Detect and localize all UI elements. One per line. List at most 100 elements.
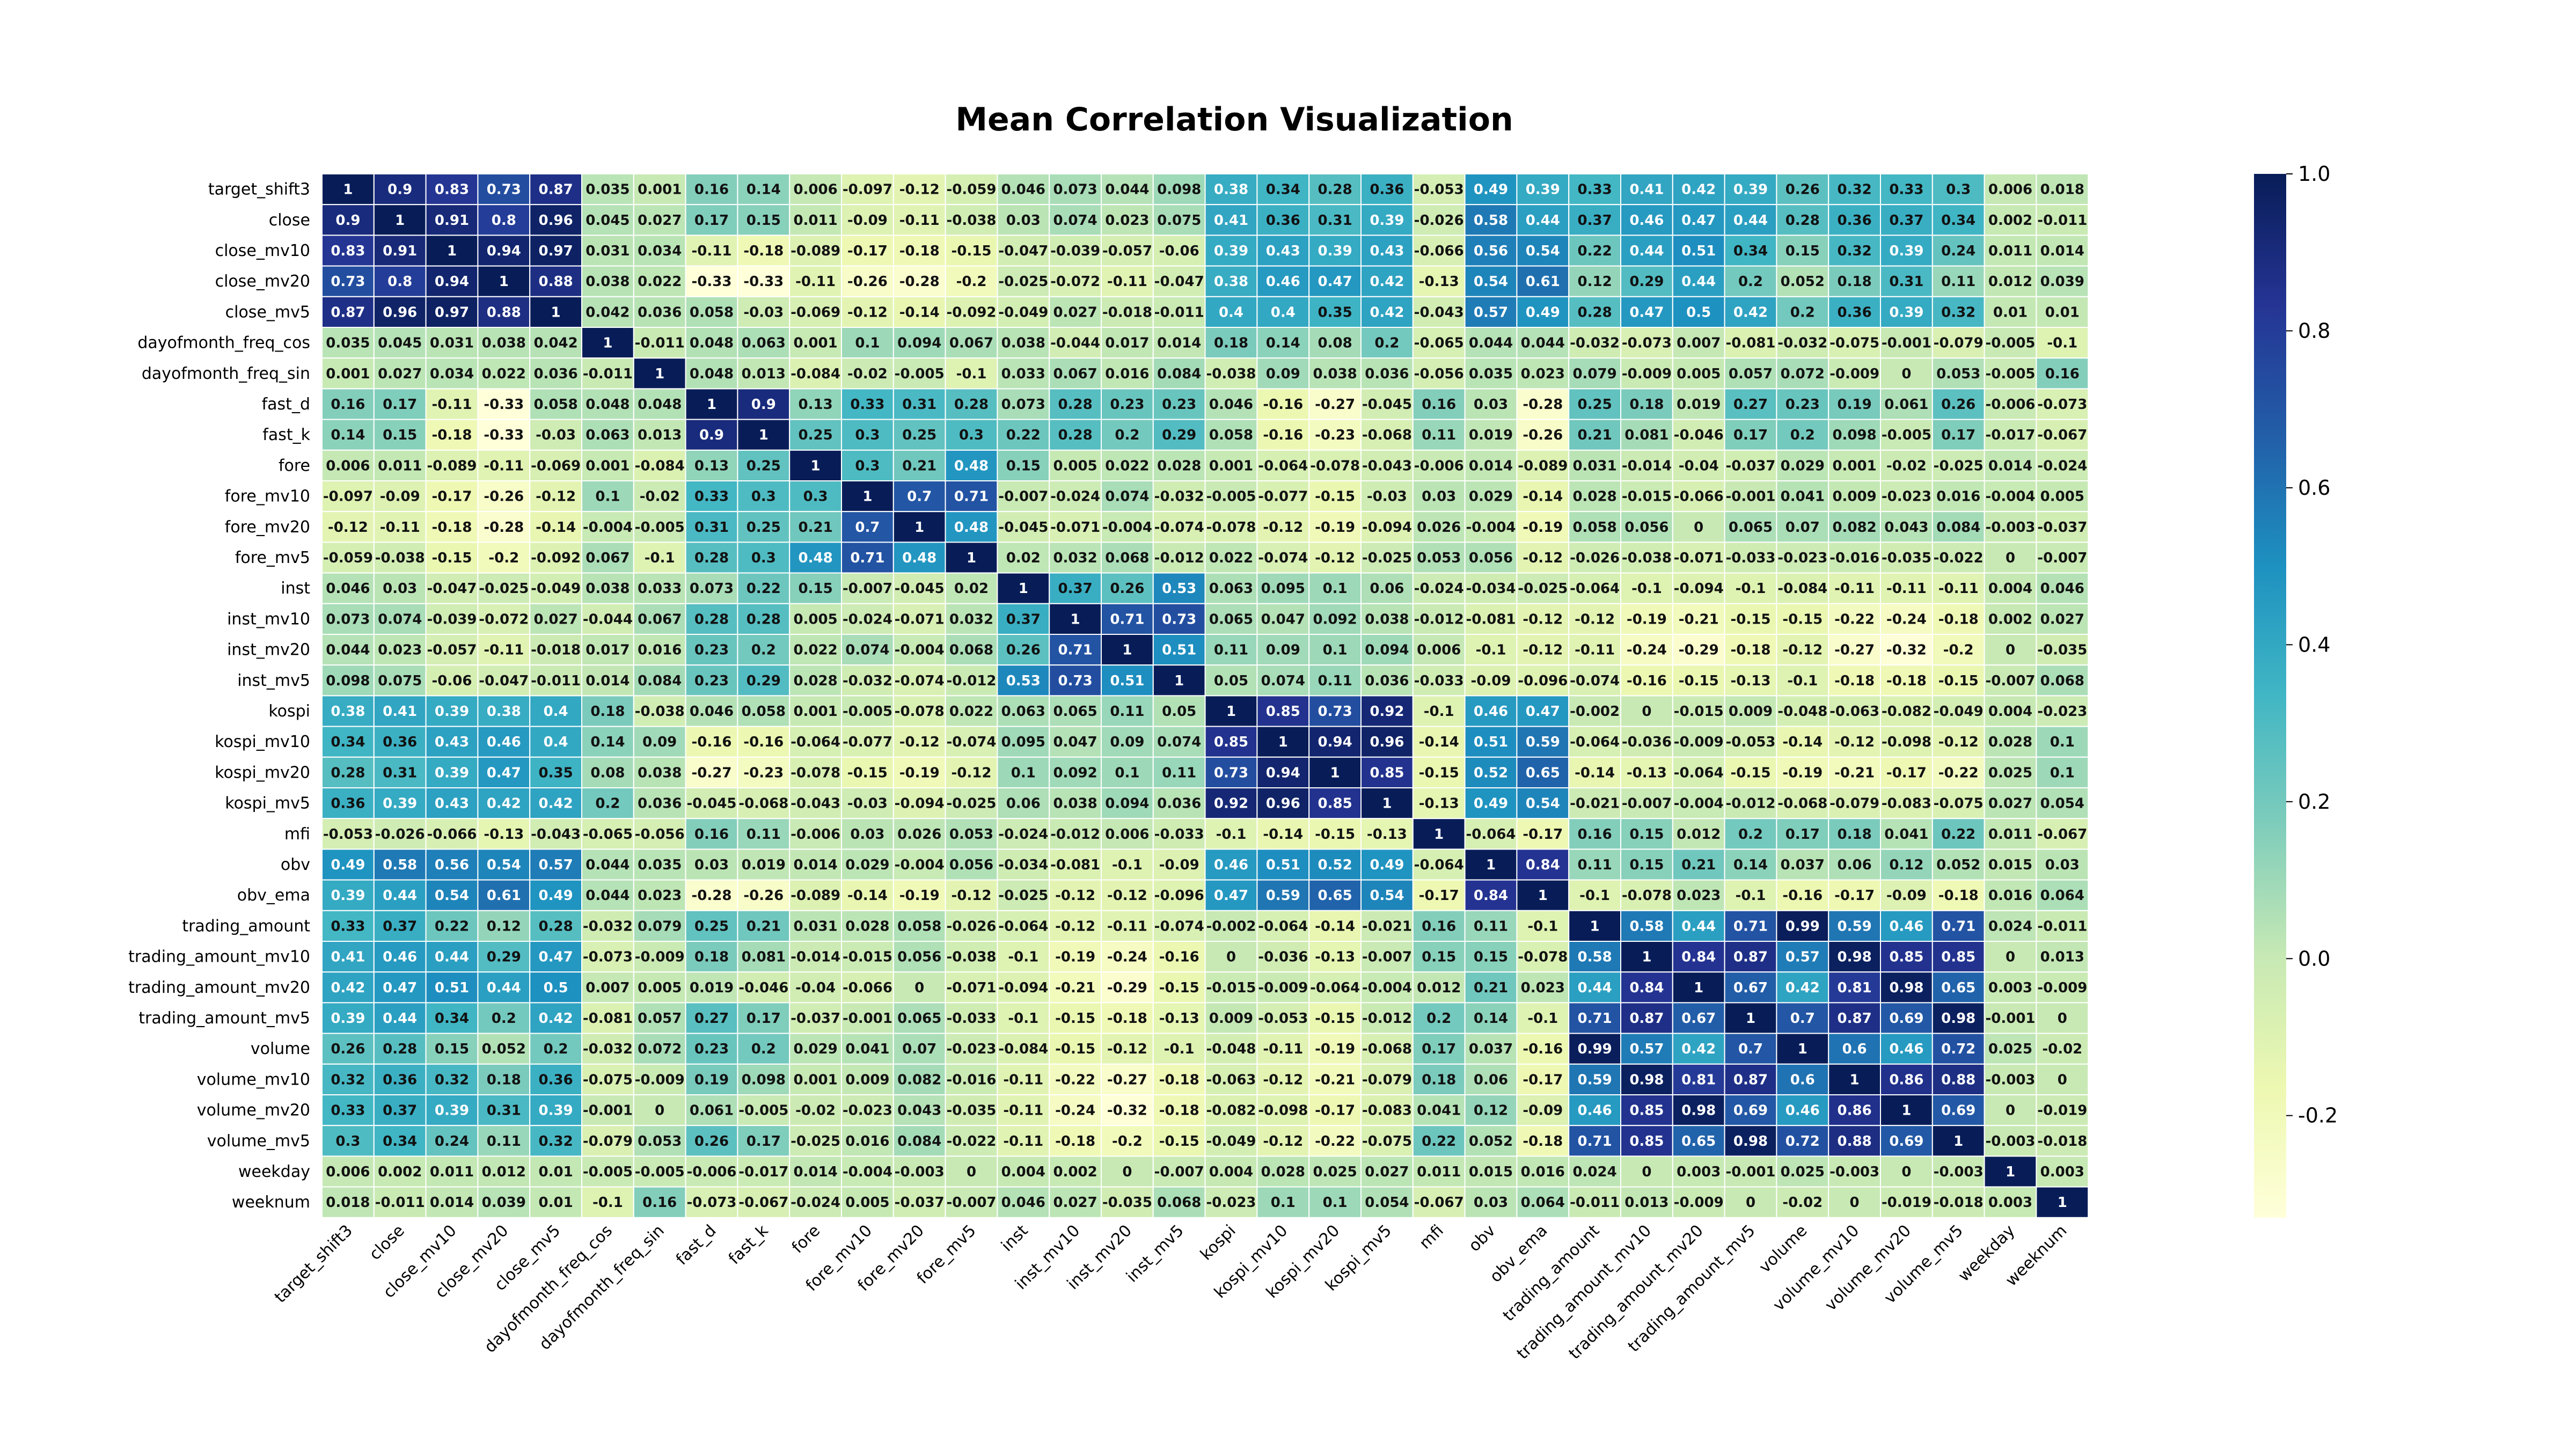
heatmap-cell-value: -0.22 [1938,765,1979,781]
heatmap-cell-value: 0.42 [487,796,521,812]
heatmap-cell-value: -0.12 [536,489,576,505]
heatmap-cell [1516,204,1570,236]
heatmap-cell [945,296,998,328]
heatmap-cell-value: -0.18 [1107,1011,1147,1027]
heatmap-cell-value: -0.14 [899,304,940,320]
heatmap-cell-value: 0.81 [1838,980,1872,996]
heatmap-cell-value: 0.69 [1889,1133,1923,1150]
heatmap-cell-value: 0.57 [1474,304,1508,320]
heatmap-cell-value: 0.34 [1733,243,1768,259]
heatmap-cell-value: 0.29 [487,949,521,965]
heatmap-cell-value: 0.73 [1318,704,1352,720]
heatmap-cell-value: -0.17 [1523,826,1563,843]
heatmap-cell-value: -0.066 [427,826,477,843]
heatmap-cell-value: -0.007 [1622,796,1672,812]
heatmap-cell-value: 0.52 [1318,857,1352,873]
heatmap-cell-value: 0.44 [1681,274,1716,290]
heatmap-cell-value: -0.14 [1419,734,1459,750]
heatmap-cell-value: -0.018 [1102,304,1152,320]
heatmap-cell-value: 0.018 [326,1195,370,1211]
heatmap-cell [1101,449,1154,481]
heatmap-cell-value: 0.4 [1271,304,1296,320]
heatmap-cell-value: -0.023 [1777,550,1827,566]
heatmap-cell [1776,327,1829,359]
heatmap-cell-value: 0.18 [1629,397,1664,413]
heatmap-cell-value: 0.013 [1624,1195,1668,1211]
heatmap-cell-value: 0.34 [383,1133,417,1150]
heatmap-cell [841,480,894,513]
heatmap-cell-value: 0.57 [539,857,573,873]
heatmap-cell-value: -0.025 [998,888,1048,904]
heatmap-cell-value: 0.32 [331,1072,365,1088]
heatmap-cell-value: -0.1 [1216,826,1247,843]
heatmap-cell-value: 0.013 [742,366,786,382]
heatmap-cell-value: -0.089 [791,243,840,259]
heatmap-cell-value: -0.038 [946,213,996,229]
heatmap-cell-value: -0.032 [1777,335,1827,352]
heatmap-cell-value: -0.15 [1315,489,1355,505]
heatmap-cell-value: 0.94 [1266,765,1300,781]
y-tick-label: target_shift3 [208,180,310,199]
heatmap-cell-value: -0.078 [791,765,840,781]
heatmap-cell-value: 0.03 [1474,1195,1508,1211]
heatmap-cell-value: 0.031 [430,335,474,352]
heatmap-cell [892,173,946,206]
heatmap-cell-value: 0.052 [1781,274,1825,290]
heatmap-cell-value: 0.86 [1838,1103,1872,1119]
heatmap-cell-value: -0.064 [998,918,1048,934]
heatmap-cell-value: -0.079 [1362,1072,1412,1088]
heatmap-cell-value: -0.068 [738,796,788,812]
heatmap-cell [892,388,946,420]
heatmap-cell-value: 0.009 [1209,1011,1253,1027]
heatmap-cell-value: 0 [1642,704,1651,720]
heatmap-cell-value: -0.023 [946,1041,996,1057]
heatmap-cell [1620,173,1673,206]
heatmap-cell-value: 0.073 [690,581,734,597]
heatmap-cell-value: 0.37 [1058,581,1093,597]
heatmap-cell-value: -0.12 [1938,734,1979,750]
heatmap-cell-value: -0.022 [1934,550,1984,566]
heatmap-cell-value: 0.69 [1733,1103,1768,1119]
heatmap-cell [1360,204,1414,236]
heatmap-cell-value: -0.005 [635,519,685,536]
y-tick-label: close_mv20 [215,272,310,291]
heatmap-cell-value: 0.26 [694,1133,729,1150]
heatmap-cell-value: 0.31 [1889,274,1923,290]
heatmap-cell-value: -0.11 [1938,581,1979,597]
heatmap-cell-value: -0.053 [323,826,373,843]
heatmap-cell [1049,173,1102,206]
heatmap-cell-value: 0.15 [1629,826,1664,843]
heatmap-cell-value: 0.16 [694,826,729,843]
heatmap-cell-value: 0.002 [1988,611,2032,627]
heatmap-cell-value: -0.063 [1206,1072,1256,1088]
heatmap-cell [1256,265,1310,297]
heatmap-cell-value: 0.015 [1988,857,2032,873]
heatmap-cell-value: 0.07 [1785,519,1820,536]
heatmap-cell-value: -0.26 [743,888,784,904]
heatmap-cell-value: -0.024 [2037,458,2087,474]
heatmap-cell-value: 0.1 [1323,642,1348,658]
heatmap-cell [2036,296,2089,328]
heatmap-cell [1516,235,1570,267]
heatmap-cell-value: 0.54 [1474,274,1508,290]
heatmap-cell-value: 0.7 [907,489,932,505]
heatmap-cell-value: -0.004 [1362,980,1412,996]
heatmap-cell-value: 0.048 [586,397,630,413]
heatmap-cell-value: -0.02 [640,489,680,505]
heatmap-cell-value: -0.066 [1674,489,1724,505]
heatmap-cell-value: 0.61 [487,888,521,904]
heatmap-cell [529,388,583,420]
heatmap-cell-value: 1 [1850,1072,1860,1088]
heatmap-cell-value: 0.85 [1629,1103,1664,1119]
colorbar-tick-label: 0.0 [2298,947,2330,970]
heatmap-cell-value: -0.024 [791,1195,840,1211]
heatmap-cell [477,357,531,390]
y-tick-label: volume_mv5 [207,1132,310,1151]
heatmap-cell-value: -0.032 [583,918,633,934]
heatmap-cell-value: 0.01 [539,1164,573,1180]
heatmap-cell-value: -0.015 [1622,489,1672,505]
heatmap-cell-value: 0.94 [1318,734,1352,750]
heatmap-cell-value: -0.092 [531,550,581,566]
heatmap-cell-value: -0.049 [531,581,581,597]
heatmap-cell-value: 0.014 [1157,335,1201,352]
